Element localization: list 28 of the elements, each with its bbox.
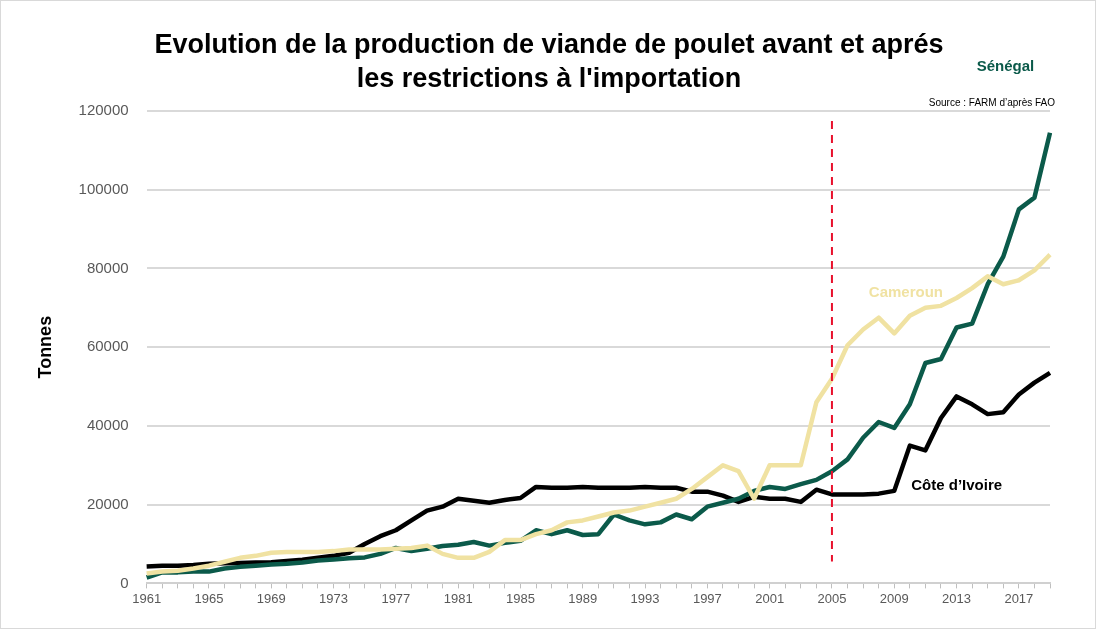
x-tick-label: 1965 — [194, 590, 224, 606]
y-axis-title: Tonnes — [34, 315, 55, 379]
x-tick-label: 2001 — [755, 590, 785, 606]
y-tick-label: 0 — [120, 573, 129, 591]
x-tick-label: 1997 — [692, 590, 722, 606]
x-tick-label: 1973 — [319, 590, 349, 606]
x-tick-label: 2017 — [1004, 590, 1034, 606]
y-tick-label: 120000 — [78, 101, 129, 119]
source-note: Source : FARM d’après FAO — [928, 96, 1056, 108]
x-tick-label: 1985 — [505, 590, 535, 606]
x-tick-label: 1981 — [443, 590, 473, 606]
x-tick-label: 1989 — [568, 590, 598, 606]
y-tick-label: 40000 — [86, 416, 129, 434]
series-label: Côte d’Ivoire — [911, 476, 1003, 494]
y-tick-label: 100000 — [78, 179, 129, 197]
x-tick-label: 2005 — [817, 590, 847, 606]
chart-title: Evolution de la production de viande de poulet avant et aprés les restrictions à l'importation — [154, 29, 944, 93]
x-tick-label: 1969 — [256, 590, 286, 606]
x-tick-label: 1961 — [132, 590, 162, 606]
x-tick-label: 1977 — [381, 590, 411, 606]
text: Sénégal — [976, 57, 1035, 75]
y-tick-label: 20000 — [86, 494, 129, 512]
x-tick-label: 2013 — [942, 590, 972, 606]
x-tick-label: 1993 — [630, 590, 660, 606]
y-tick-label: 60000 — [86, 337, 129, 355]
x-tick-label: 2009 — [879, 590, 909, 606]
y-tick-label: 80000 — [86, 258, 129, 276]
series-label: Cameroun — [868, 282, 944, 300]
